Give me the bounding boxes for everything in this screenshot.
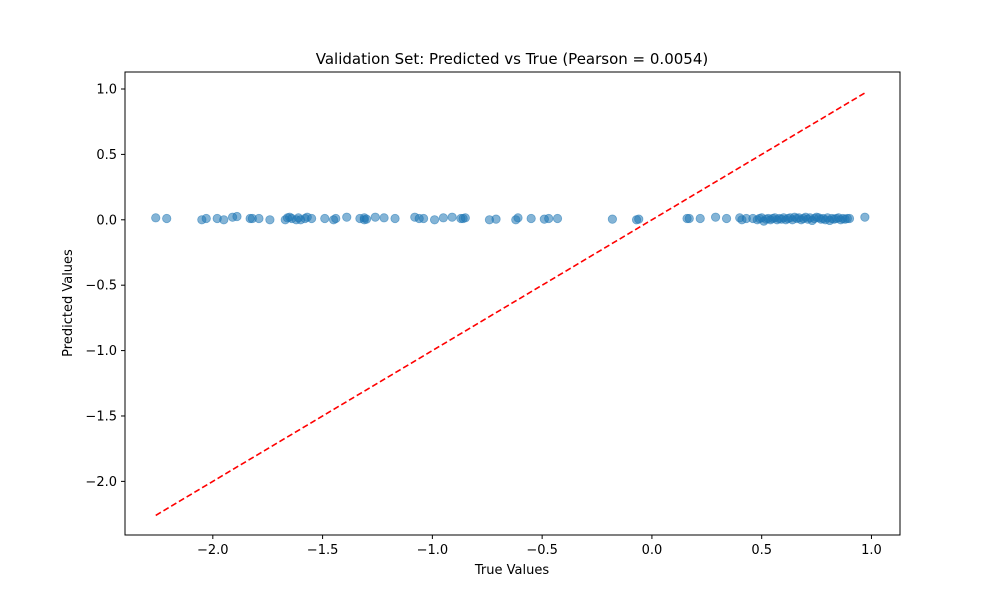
data-point: [151, 213, 161, 223]
x-tick-label: −2.0: [197, 543, 229, 558]
y-tick-label: −1.5: [85, 409, 117, 424]
y-tick-label: 0.0: [96, 213, 117, 228]
data-point: [342, 212, 352, 222]
x-tick-label: −1.0: [417, 543, 449, 558]
data-point: [232, 211, 242, 222]
data-point: [552, 213, 563, 224]
y-tick-label: −1.0: [85, 344, 117, 359]
data-point: [860, 212, 870, 222]
data-point: [438, 213, 448, 223]
data-point: [429, 215, 440, 225]
data-point: [331, 213, 341, 224]
data-point: [254, 213, 264, 224]
data-point: [607, 214, 617, 224]
data-point: [684, 213, 694, 224]
data-point: [844, 213, 855, 224]
data-point: [695, 213, 705, 224]
y-axis: 1.0 0.5 0.0 −0.5 −1.0 −1.5 −2.0: [85, 83, 125, 490]
chart-title: Validation Set: Predicted vs True (Pears…: [316, 50, 708, 68]
data-point: [634, 214, 644, 224]
x-tick-label: 0.5: [751, 543, 772, 558]
data-point: [320, 213, 330, 224]
y-tick-label: 0.5: [96, 148, 117, 163]
y-tick-label: 1.0: [96, 83, 117, 98]
x-tick-label: 0.0: [642, 543, 663, 558]
x-tick-label: −1.5: [307, 543, 339, 558]
data-point: [710, 212, 721, 222]
data-point: [418, 213, 429, 224]
data-point: [265, 215, 275, 225]
data-point: [491, 214, 501, 224]
data-point: [379, 213, 389, 223]
data-point: [544, 213, 554, 224]
data-point: [526, 213, 536, 224]
data-point: [307, 213, 317, 224]
data-point: [390, 213, 400, 224]
x-axis: −2.0 −1.5 −1.0 −0.5 0.0 0.5 1.0: [197, 535, 882, 558]
data-point: [460, 213, 470, 223]
data-point: [447, 212, 457, 222]
data-point: [162, 213, 172, 224]
x-tick-label: 1.0: [861, 543, 882, 558]
data-point: [721, 213, 732, 224]
plot-area: [151, 92, 870, 517]
data-point: [201, 213, 211, 224]
data-point: [513, 213, 523, 223]
data-point: [219, 215, 229, 225]
reference-line: [155, 92, 866, 517]
y-tick-label: −0.5: [85, 279, 117, 294]
data-point: [361, 214, 372, 224]
data-point: [370, 212, 380, 222]
y-axis-label: Predicted Values: [61, 249, 76, 357]
plot-frame: [124, 71, 901, 536]
x-tick-label: −0.5: [526, 543, 558, 558]
y-tick-label: −2.0: [85, 475, 117, 490]
x-axis-label: True Values: [474, 563, 549, 578]
